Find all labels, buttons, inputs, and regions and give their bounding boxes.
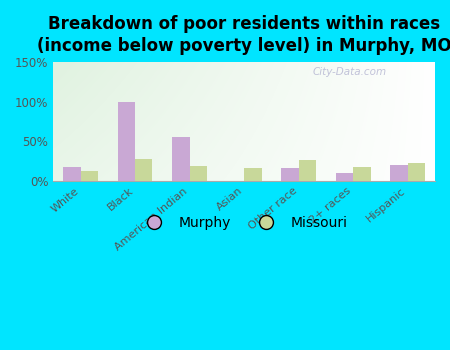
Bar xyxy=(244,168,261,181)
Bar xyxy=(172,136,189,181)
Bar xyxy=(189,166,207,181)
Bar xyxy=(63,167,81,181)
Bar xyxy=(135,160,153,181)
Bar xyxy=(336,173,353,181)
Legend: Murphy, Missouri: Murphy, Missouri xyxy=(135,210,354,236)
Bar xyxy=(408,163,425,181)
Bar xyxy=(281,168,299,181)
Bar xyxy=(117,102,135,181)
Bar xyxy=(63,167,81,181)
Bar xyxy=(353,167,371,181)
Bar xyxy=(353,167,371,181)
Bar xyxy=(189,166,207,181)
Bar xyxy=(408,163,425,181)
Bar xyxy=(390,165,408,181)
Bar xyxy=(299,160,316,181)
Bar xyxy=(81,170,98,181)
Bar xyxy=(336,173,353,181)
Bar xyxy=(172,136,189,181)
Bar xyxy=(281,168,299,181)
Bar xyxy=(390,165,408,181)
Bar xyxy=(244,168,261,181)
Text: City-Data.com: City-Data.com xyxy=(313,67,387,77)
Bar xyxy=(117,102,135,181)
Title: Breakdown of poor residents within races
(income below poverty level) in Murphy,: Breakdown of poor residents within races… xyxy=(37,15,450,55)
Bar xyxy=(299,160,316,181)
Bar xyxy=(81,170,98,181)
Bar xyxy=(135,160,153,181)
